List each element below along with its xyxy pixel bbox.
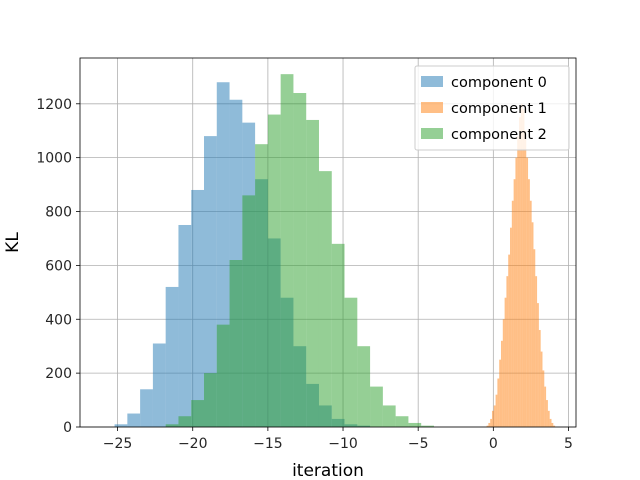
x-tick-label: 5: [564, 436, 573, 452]
legend-swatch: [421, 76, 443, 87]
histogram-bar: [495, 394, 498, 427]
histogram-bar: [204, 136, 217, 427]
histogram-bar: [538, 330, 541, 427]
histogram-bar: [191, 400, 204, 427]
histogram-bar: [318, 171, 332, 427]
histogram-bar: [504, 297, 507, 427]
histogram-bar: [517, 136, 520, 427]
x-tick-label: −15: [253, 436, 283, 452]
legend-entry-label: component 2: [451, 127, 547, 143]
y-tick-label: 1000: [36, 151, 72, 167]
histogram-bar: [551, 422, 554, 427]
histogram-bar: [533, 249, 536, 427]
histogram-bar: [178, 224, 192, 427]
legend-box: [414, 65, 570, 151]
plot-area-frame: [79, 57, 577, 428]
x-tick-label: −10: [328, 436, 358, 452]
histogram-bar: [508, 254, 511, 427]
histogram-bar: [486, 425, 489, 427]
histogram-bar: [547, 410, 550, 427]
y-tick-label: 400: [45, 312, 72, 328]
histogram-bar: [502, 319, 505, 427]
x-tick-label: −25: [103, 436, 133, 452]
legend: component 0 component 1 component 2: [414, 65, 570, 151]
y-tick-label: 0: [63, 420, 72, 436]
histogram-bar: [491, 410, 494, 427]
x-tick-label: −5: [408, 436, 429, 452]
histogram-bar: [490, 418, 492, 427]
histogram-bar: [506, 276, 509, 427]
histogram-bar: [267, 114, 281, 427]
histogram-bar: [114, 424, 128, 427]
histogram-bar: [520, 103, 523, 427]
histogram-bar: [531, 222, 534, 427]
histogram-bar: [524, 130, 527, 427]
y-tick-label: 800: [45, 205, 72, 221]
histogram-bar: [191, 189, 204, 427]
histogram-bar: [542, 370, 545, 427]
histogram-bar: [229, 260, 243, 427]
histogram-bar: [500, 340, 503, 427]
series-1-bars: [486, 103, 556, 428]
histogram-bar: [526, 157, 529, 428]
histogram-bar: [529, 200, 532, 427]
histogram-bar: [499, 359, 501, 427]
histogram-bar: [293, 93, 307, 428]
histogram-bar: [549, 418, 552, 427]
legend-entry-label: component 1: [451, 101, 547, 117]
histogram-bar: [421, 425, 434, 427]
x-axis-ticks: −25 −20 −15 −10 −5 0 5: [103, 427, 573, 452]
y-tick-label: 200: [45, 366, 72, 382]
x-axis-label: iteration: [292, 461, 364, 480]
histogram-bar: [519, 117, 521, 427]
histogram-bar: [497, 378, 500, 427]
y-tick-label: 600: [45, 258, 72, 274]
histogram-bar: [395, 416, 409, 427]
histogram-bar: [408, 422, 422, 427]
histogram-bar: [370, 386, 383, 427]
legend-entry-label: component 0: [451, 75, 547, 91]
histogram-bar: [255, 144, 268, 428]
histogram-bar: [242, 195, 256, 427]
histogram-bar: [152, 343, 166, 427]
histogram-bar: [204, 373, 217, 427]
histogram-bar: [511, 200, 514, 427]
histogram-bar: [178, 416, 192, 427]
histogram-bar: [528, 179, 530, 427]
legend-swatch: [421, 102, 443, 113]
y-tick-label: 1200: [36, 97, 72, 113]
histogram-bar: [331, 243, 345, 427]
x-tick-label: 0: [489, 436, 498, 452]
histogram-bar: [357, 346, 371, 427]
x-tick-label: −20: [178, 436, 208, 452]
histogram-bar: [382, 405, 396, 427]
histogram-bar: [544, 386, 547, 427]
histogram-bars: [114, 74, 556, 428]
y-axis-ticks: 0 200 400 600 800 1000 1200: [36, 97, 80, 436]
histogram-bar: [306, 119, 319, 427]
y-axis-label: KL: [3, 232, 23, 253]
histogram-bar: [344, 297, 358, 427]
histogram-bar: [553, 425, 556, 427]
histogram-bar: [535, 276, 538, 427]
histogram-bar: [488, 422, 491, 427]
histogram-bar: [513, 179, 516, 427]
histogram-bar: [510, 227, 512, 427]
histogram-bar: [280, 74, 294, 427]
histogram-bar: [127, 413, 141, 427]
histogram-bar: [515, 157, 518, 428]
histogram-bar: [216, 324, 230, 427]
legend-swatch: [421, 128, 443, 139]
histogram-bar: [493, 405, 496, 427]
histogram-bar: [140, 389, 153, 427]
histogram-bar: [546, 400, 548, 427]
histogram-bar: [537, 303, 539, 427]
histogram-bar: [522, 109, 525, 428]
histogram-bar: [165, 286, 179, 427]
series-2-bars: [165, 74, 434, 428]
histogram-bar: [165, 424, 179, 427]
histogram-bar: [540, 351, 543, 427]
